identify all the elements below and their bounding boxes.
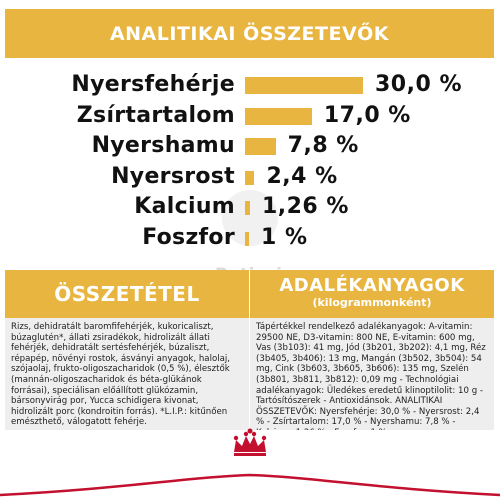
nutrient-label: Nyersrost	[111, 163, 235, 189]
additives-panel: Tápértékkel rendelkező adalékanyagok: A-…	[250, 318, 494, 430]
nutrient-label: Nyersfehérje	[71, 72, 235, 97]
nutrient-value: 2,4 %	[266, 163, 338, 189]
composition-panel: Rizs, dehidratált baromfifehérjék, kukor…	[5, 318, 249, 430]
nutrient-label: Zsírtartalom	[76, 102, 235, 128]
nutrient-row: Foszfor 1 %	[0, 223, 500, 253]
analytics-header: ANALITIKAI ÖSSZETEVŐK	[5, 9, 494, 58]
composition-text: Rizs, dehidratált baromfifehérjék, kukor…	[11, 322, 230, 428]
analytics-header-label: ANALITIKAI ÖSSZETEVŐK	[109, 22, 390, 45]
nutrient-label: Nyershamu	[91, 133, 235, 158]
additives-header-label: ADALÉKANYAGOK	[279, 275, 465, 296]
watermark-circle-icon	[222, 190, 278, 246]
nutrient-value: 17,0 %	[323, 102, 411, 128]
additives-header: ADALÉKANYAGOK (kilogrammonként)	[250, 270, 494, 318]
nutrient-value: 30,0 %	[375, 72, 462, 97]
footer-swoosh	[0, 473, 500, 497]
nutrient-row: Nyershamu 7,8 %	[0, 131, 500, 161]
nutrient-value: 7,8 %	[287, 133, 359, 158]
composition-header: ÖSSZETÉTEL	[5, 270, 249, 318]
nutrient-bar	[245, 231, 249, 246]
nutrient-bar	[245, 77, 363, 94]
additives-text: Tápértékkel rendelkező adalékanyagok: A-…	[256, 322, 486, 430]
nutrient-value: 1 %	[261, 224, 308, 250]
nutrient-row: Kalcium 1,26 %	[0, 192, 500, 222]
nutrient-bar	[245, 170, 255, 185]
royal-canin-crown-icon	[228, 428, 272, 463]
nutrient-bar	[245, 201, 250, 215]
composition-header-label: ÖSSZETÉTEL	[54, 282, 200, 306]
nutrient-label: Foszfor	[142, 224, 235, 250]
nutrient-row: Nyersfehérje 30,0 %	[0, 70, 500, 100]
nutrient-row: Zsírtartalom 17,0 %	[0, 101, 500, 131]
nutrient-bar	[245, 138, 276, 155]
additives-header-sublabel: (kilogrammonként)	[312, 296, 432, 309]
nutrient-bar	[245, 107, 312, 125]
nutrient-row: Nyersrost 2,4 %	[0, 162, 500, 192]
nutrient-label: Kalcium	[134, 194, 235, 219]
nutrient-value: 1,26 %	[261, 194, 349, 219]
